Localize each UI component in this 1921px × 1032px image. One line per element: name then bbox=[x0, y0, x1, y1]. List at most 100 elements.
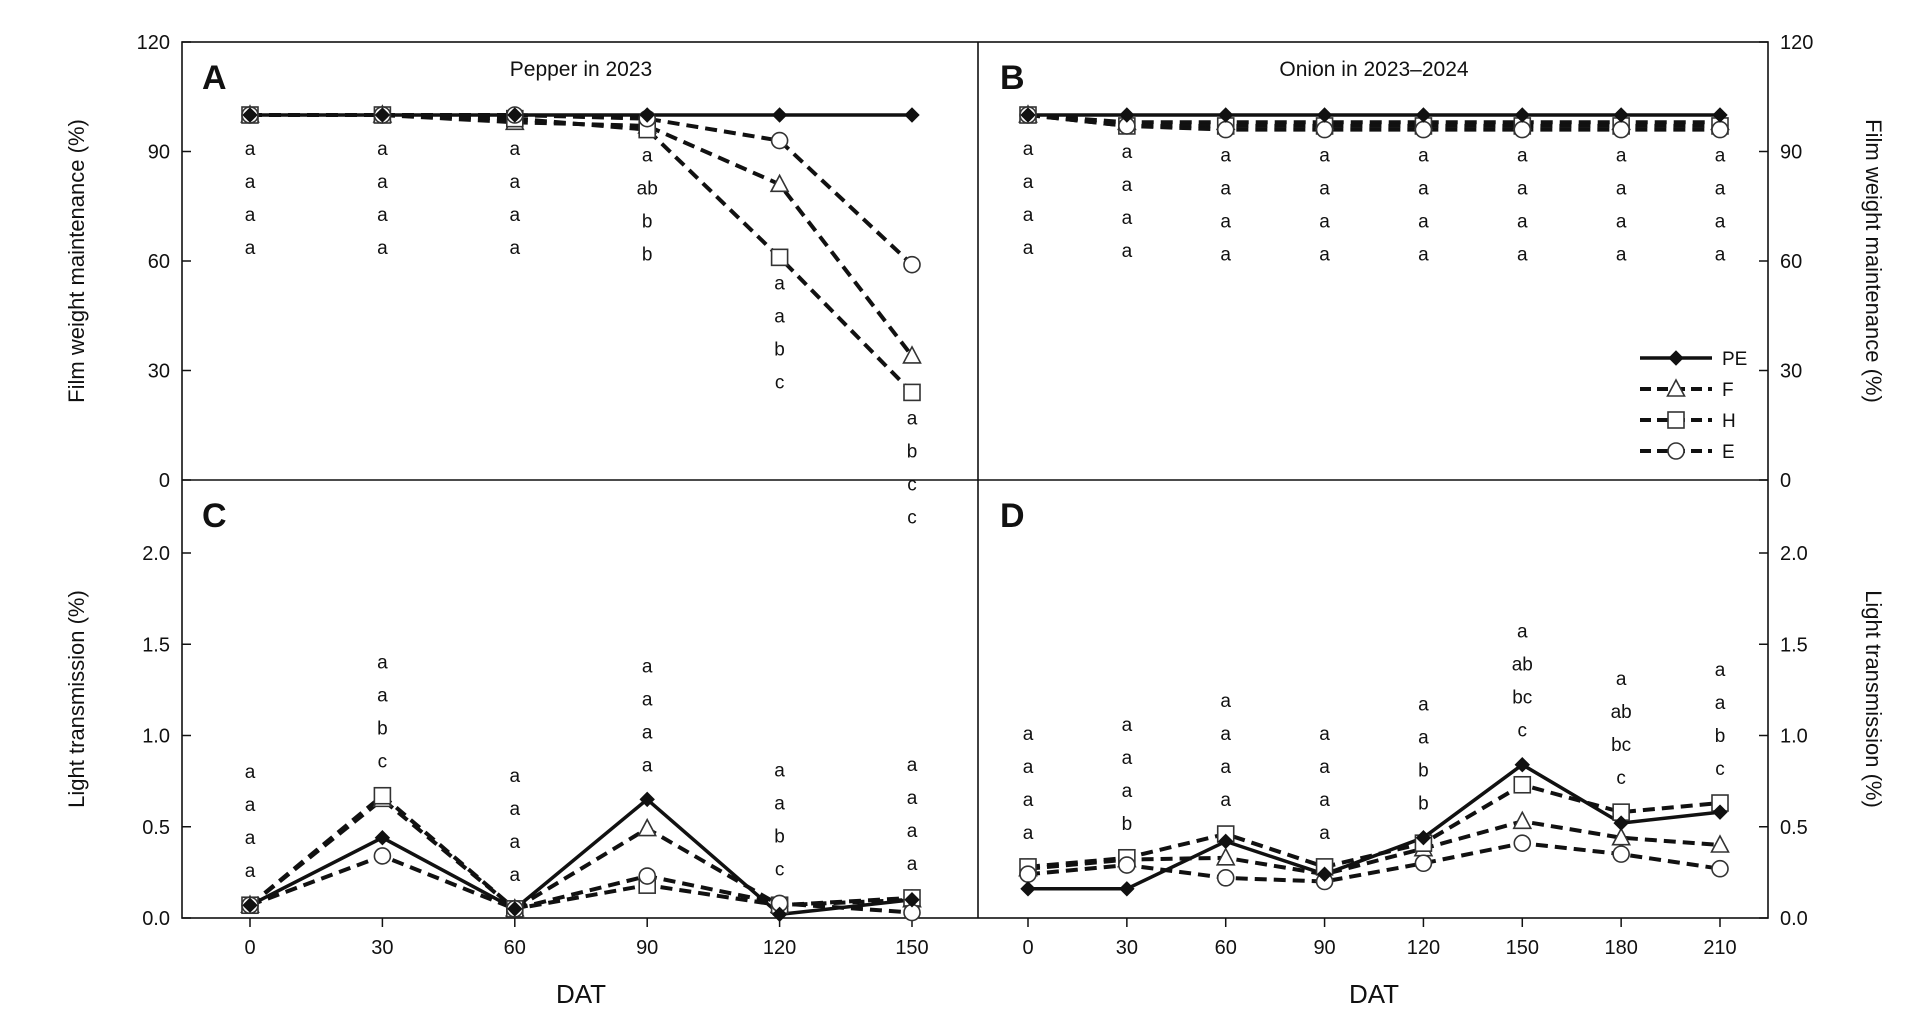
data-point-pe bbox=[1514, 756, 1530, 773]
y-tick-label: 1.0 bbox=[142, 726, 170, 748]
significance-letter: b bbox=[1418, 794, 1429, 815]
y-tick-label: 90 bbox=[148, 142, 170, 164]
significance-letter: ab bbox=[1512, 655, 1533, 676]
data-point-e bbox=[1216, 120, 1235, 139]
data-point-pe bbox=[1613, 107, 1629, 123]
significance-letter: a bbox=[1616, 669, 1627, 690]
x-tick-label: 0 bbox=[1022, 937, 1033, 959]
y-axis-title-b: Film weight maintenance (%) bbox=[1861, 119, 1886, 403]
significance-letter: c bbox=[1715, 759, 1725, 780]
significance-letter: c bbox=[378, 752, 388, 773]
y-axis-title-a: Film weight maintenance (%) bbox=[64, 119, 89, 403]
significance-letter: a bbox=[1418, 695, 1429, 716]
series-line-e bbox=[249, 854, 913, 915]
significance-letter: a bbox=[907, 408, 918, 429]
data-point-pe bbox=[374, 107, 391, 123]
significance-letter: a bbox=[1418, 728, 1429, 749]
significance-letter: a bbox=[245, 238, 256, 259]
panel-a: A Pepper in 2023 0 30 60 90 120 Film weight mai… bbox=[64, 32, 922, 528]
data-point-e bbox=[1315, 120, 1334, 139]
x-axis-title-c: DAT bbox=[556, 979, 606, 1009]
significance-letter: a bbox=[1023, 790, 1034, 811]
significance-letter: a bbox=[1220, 146, 1231, 167]
significance-letter: b bbox=[1715, 726, 1726, 747]
x-tick-label: 60 bbox=[1215, 937, 1237, 959]
significance-letter: c bbox=[1616, 768, 1626, 789]
data-point-e bbox=[1216, 869, 1235, 887]
significance-letter: a bbox=[1715, 693, 1726, 714]
significance-letter: a bbox=[510, 865, 521, 886]
significance-letter: a bbox=[510, 238, 521, 259]
data-point-f bbox=[1215, 847, 1236, 866]
significance-letter: a bbox=[245, 762, 256, 783]
data-point-pe bbox=[639, 107, 655, 123]
significance-letter: b bbox=[1418, 761, 1429, 782]
data-point-pe bbox=[242, 107, 258, 123]
significance-letter: a bbox=[377, 139, 388, 160]
y-tick-label: 0.0 bbox=[1780, 908, 1808, 930]
data-point-pe bbox=[1415, 829, 1432, 846]
data-point-e bbox=[373, 847, 392, 865]
y-tick-label: 30 bbox=[148, 361, 170, 383]
significance-letter: a bbox=[1715, 146, 1726, 167]
data-point-e bbox=[638, 867, 657, 885]
series-line-e bbox=[1027, 841, 1721, 884]
legend-marker-f bbox=[1666, 378, 1686, 397]
y-tick-label: 120 bbox=[1780, 32, 1813, 54]
significance-letter: a bbox=[1122, 175, 1133, 196]
significance-letter: a bbox=[1122, 748, 1133, 769]
significance-letter: a bbox=[1122, 142, 1133, 163]
x-tick-label: 150 bbox=[1506, 937, 1539, 959]
y-tick-label: 0.5 bbox=[1780, 817, 1808, 839]
significance-letter: a bbox=[1220, 212, 1231, 233]
significance-letter: a bbox=[377, 205, 388, 226]
data-point-pe bbox=[1316, 107, 1333, 123]
x-tick-label: 180 bbox=[1604, 937, 1637, 959]
series-line-f bbox=[250, 113, 914, 358]
legend-marker-e bbox=[1667, 442, 1685, 460]
significance-letter: a bbox=[1220, 691, 1231, 712]
x-tick-label: 0 bbox=[244, 937, 255, 959]
significance-letter: c bbox=[907, 474, 917, 495]
significance-letter: a bbox=[1023, 172, 1034, 193]
data-point-pe bbox=[1020, 107, 1036, 123]
data-point-pe bbox=[1514, 107, 1530, 123]
data-point-pe bbox=[1712, 107, 1728, 123]
significance-letter: a bbox=[245, 205, 256, 226]
data-point-f bbox=[1611, 826, 1631, 846]
significance-letter: a bbox=[245, 795, 256, 816]
data-point-pe bbox=[639, 791, 655, 808]
significance-letter: a bbox=[1220, 179, 1231, 200]
data-point-h bbox=[903, 383, 921, 402]
significance-letter: a bbox=[510, 172, 521, 193]
panel-c: C 0.0 0.5 1.0 1.5 2.0 Light transmission (%) 0 3… bbox=[64, 497, 929, 1009]
series-line-f bbox=[1027, 819, 1721, 877]
significance-letter: a bbox=[774, 760, 785, 781]
data-point-f bbox=[769, 173, 790, 193]
significance-letter: bc bbox=[1512, 688, 1532, 709]
y-tick-label: 120 bbox=[137, 32, 170, 54]
significance-letter: a bbox=[1220, 790, 1231, 811]
data-point-pe bbox=[1415, 107, 1432, 123]
y-tick-label: 1.0 bbox=[1780, 726, 1808, 748]
x-tick-label: 210 bbox=[1703, 937, 1736, 959]
significance-letter: a bbox=[1517, 245, 1528, 266]
series-line-h bbox=[250, 113, 914, 394]
significance-letter: a bbox=[1715, 660, 1726, 681]
panel-letter-d: D bbox=[1000, 497, 1025, 535]
significance-letter: a bbox=[774, 793, 785, 814]
significance-letter: b bbox=[642, 245, 653, 266]
significance-letter: a bbox=[1319, 212, 1330, 233]
significance-letter: a bbox=[1122, 715, 1133, 736]
significance-letter: a bbox=[774, 306, 785, 327]
legend-marker-h bbox=[1667, 411, 1685, 429]
significance-letter: a bbox=[774, 273, 785, 294]
panel-letter-b: B bbox=[1000, 59, 1025, 97]
data-point-pe bbox=[771, 107, 788, 123]
data-point-h bbox=[770, 248, 789, 267]
significance-letter: a bbox=[510, 799, 521, 820]
significance-letter: a bbox=[642, 755, 653, 776]
y-tick-label: 90 bbox=[1780, 142, 1802, 164]
significance-letter: c bbox=[775, 859, 785, 880]
